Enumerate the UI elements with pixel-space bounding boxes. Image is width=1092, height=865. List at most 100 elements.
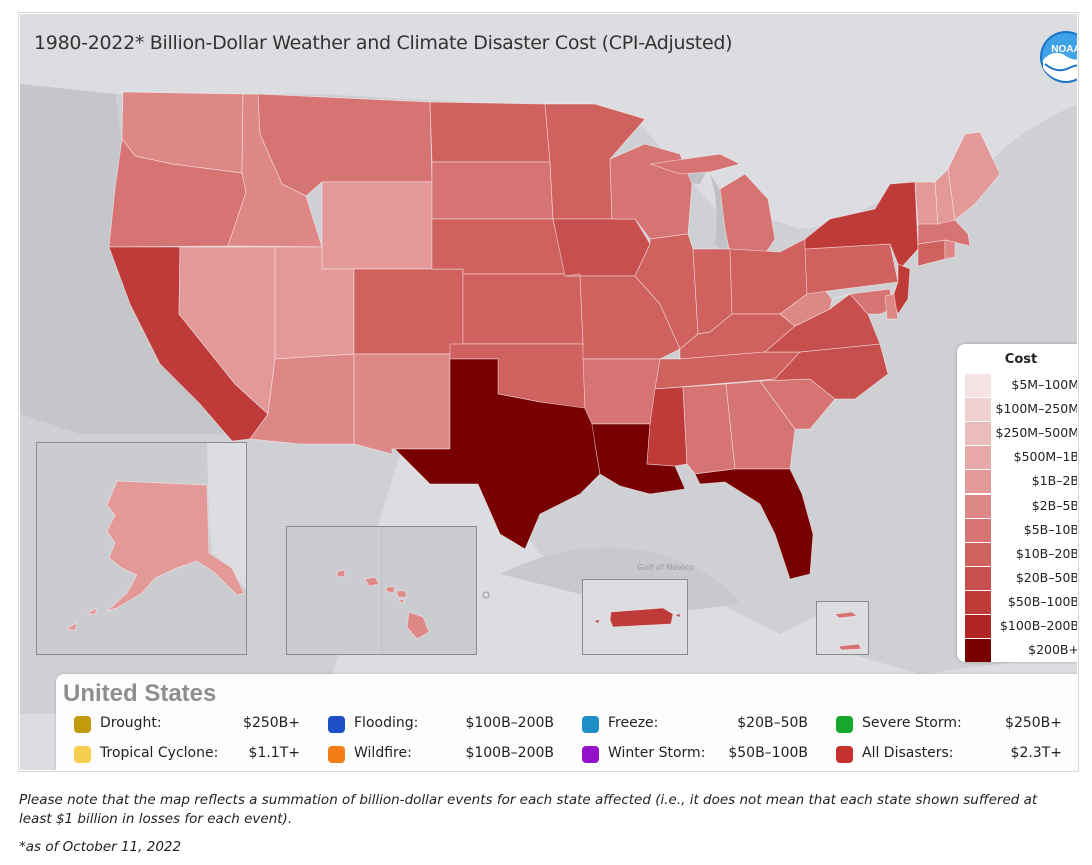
hazard-item: Severe Storm: $250B+ [836, 714, 1062, 734]
cost-legend-item: $200B+ [965, 639, 1077, 663]
cost-legend-label: $50B–100B [1007, 593, 1077, 609]
state-new-york[interactable] [804, 181, 919, 270]
cost-legend-item: $2B–5B [965, 494, 1077, 518]
cost-legend-label: $5M–100M [1011, 377, 1077, 392]
cost-legend-swatch [965, 446, 991, 470]
state-alaska[interactable] [66, 480, 245, 632]
usvi-inset [816, 601, 869, 655]
usvi-map [817, 602, 868, 654]
cost-legend-label: $2B–5B [1031, 497, 1077, 513]
puerto-rico-inset [582, 579, 688, 655]
hazard-item: Flooding: $100B–200B [328, 714, 554, 734]
map-note: Please note that the map reflects a summ… [19, 792, 1038, 827]
hazard-name: Freeze: [608, 715, 659, 731]
cost-legend-swatch [965, 566, 991, 590]
noaa-logo: NOAA [1040, 31, 1077, 83]
hazard-color-swatch [836, 716, 853, 733]
hazard-name: Tropical Cyclone: [100, 745, 219, 761]
hazard-name: Flooding: [354, 715, 419, 731]
hazard-item: Freeze: $20B–50B [582, 714, 808, 734]
hazard-item: Drought: $250B+ [74, 714, 300, 734]
cost-legend-title: Cost [1004, 352, 1038, 367]
region-name: United States [63, 680, 217, 707]
hazard-color-swatch [74, 716, 91, 733]
cost-legend: Cost $5M–100M $100M–250M $250M–500M $500M–1… [957, 344, 1078, 663]
cost-legend-label: $500M–1B [1013, 449, 1077, 465]
cost-legend-label: $250M–500M [995, 425, 1078, 441]
cost-legend-swatch [965, 542, 991, 566]
cost-legend-item: $250M–500M [965, 422, 1078, 446]
cost-legend-item: $10B–20B [965, 542, 1077, 566]
cost-legend-swatch [965, 518, 991, 542]
cost-legend-label: $1B–2B [1031, 473, 1077, 489]
cost-legend-label: $5B–10B [1023, 521, 1077, 537]
state-florida[interactable] [694, 468, 814, 580]
hazard-value: $250B+ [1005, 715, 1062, 731]
state-texas[interactable] [394, 358, 601, 550]
state-michigan[interactable] [649, 153, 776, 255]
state-virginia[interactable] [764, 293, 881, 353]
state-montana[interactable] [257, 93, 433, 197]
state-puerto-rico[interactable] [609, 607, 674, 628]
map-title: 1980-2022* Billion-Dollar Weather and Cl… [34, 32, 733, 54]
state-new-mexico[interactable] [353, 353, 451, 455]
state-maine[interactable] [947, 131, 1001, 221]
cost-legend-item: $100M–250M [965, 398, 1078, 422]
state-arkansas[interactable] [582, 358, 661, 425]
cost-legend-swatch [965, 374, 991, 397]
map-area[interactable]: Gulf of Mexico [20, 14, 1077, 770]
state-delaware[interactable] [884, 293, 899, 320]
state-georgia[interactable] [725, 380, 796, 470]
state-pennsylvania[interactable] [804, 243, 899, 295]
cost-legend-item: $100B–200B [965, 615, 1077, 638]
hazard-name: Drought: [100, 715, 162, 731]
state-nebraska[interactable] [431, 218, 566, 275]
us-map[interactable]: Gulf of Mexico [20, 14, 1077, 770]
hawaii-inset [286, 526, 477, 655]
hazard-value: $2.3T+ [1010, 745, 1062, 761]
states-layer [108, 91, 1001, 580]
state-new-jersey[interactable] [891, 263, 911, 315]
hazard-value: $50B–100B [728, 745, 808, 761]
hazard-color-swatch [836, 746, 853, 763]
hazard-color-swatch [328, 716, 345, 733]
cost-legend-label: $100M–250M [995, 401, 1078, 417]
hazard-name: Severe Storm: [862, 715, 962, 731]
state-rhode-island[interactable] [944, 239, 956, 260]
state-north-dakota[interactable] [429, 101, 551, 163]
cost-legend-swatch [965, 639, 991, 663]
state-south-dakota[interactable] [431, 161, 554, 220]
map-frame: Gulf of Mexico [18, 12, 1079, 772]
cost-legend-label: $200B+ [1028, 642, 1077, 658]
hazard-summary-panel: United States Drought: $250B+ Flooding: $10… [56, 674, 1077, 770]
state-kansas[interactable] [462, 273, 584, 345]
hazard-value: $100B–200B [465, 715, 554, 731]
cost-legend-swatch [965, 615, 991, 638]
alaska-map [37, 443, 246, 654]
state-colorado[interactable] [353, 268, 464, 355]
cost-legend-item: $50B–100B [965, 590, 1077, 614]
state-usvi[interactable] [834, 611, 862, 651]
hazard-name: All Disasters: [862, 745, 954, 761]
hazard-color-swatch [582, 716, 599, 733]
cost-legend-swatch [965, 470, 991, 494]
hazard-item: Winter Storm: $50B–100B [582, 744, 808, 764]
gulf-label: Gulf of Mexico [637, 563, 694, 572]
hazard-value: $100B–200B [465, 745, 554, 761]
state-iowa[interactable] [552, 218, 651, 277]
cost-legend-label: $100B–200B [999, 618, 1077, 633]
cost-legend-swatch [965, 398, 991, 422]
cost-legend-label: $10B–20B [1015, 545, 1077, 561]
cost-legend-item: $5B–10B [965, 518, 1077, 542]
state-vermont[interactable] [914, 181, 939, 225]
puerto-rico-map [583, 580, 687, 654]
state-connecticut[interactable] [917, 239, 946, 267]
cost-legend-item: $1B–2B [965, 470, 1077, 494]
state-hawaii[interactable] [336, 569, 430, 640]
cost-legend-item: $500M–1B [965, 446, 1077, 470]
state-wyoming[interactable] [321, 181, 433, 270]
hazard-item: Wildfire: $100B–200B [328, 744, 554, 764]
cost-legend-swatch [965, 590, 991, 614]
hazard-name: Wildfire: [354, 745, 412, 761]
hazard-value: $20B–50B [737, 715, 808, 731]
